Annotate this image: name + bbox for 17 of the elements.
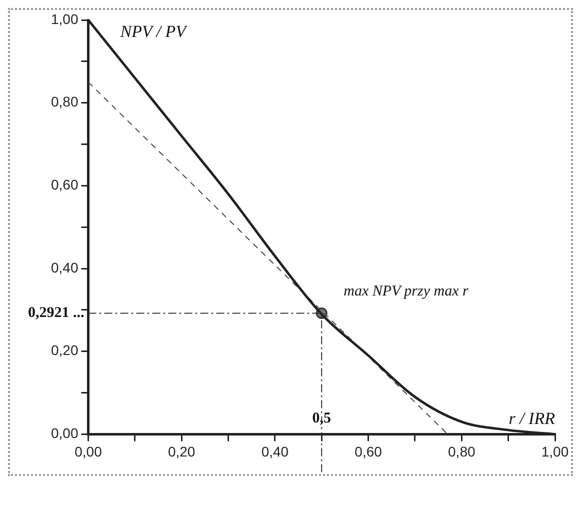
x-tick-label: 0,40	[261, 443, 289, 460]
x-tick-label: 0,60	[354, 443, 382, 460]
ref-line-label: 0,2921 ...	[28, 305, 84, 322]
y-tick-label: 0,20	[51, 342, 78, 358]
y-axis-title: NPV / PV	[119, 22, 189, 41]
y-tick-label: 0,80	[51, 94, 78, 110]
y-tick-label: 0,40	[51, 259, 78, 276]
x-tick-label: 0,20	[168, 443, 196, 460]
x-axis-title: r / IRR	[508, 409, 556, 428]
x-tick-label: 0,80	[448, 443, 476, 460]
annotation: max NPV przy max r	[344, 284, 468, 300]
y-tick-label: 1,00	[51, 10, 78, 27]
ref-line-label: 0,5	[312, 410, 331, 427]
x-tick-label: 0,00	[74, 443, 102, 460]
y-tick-label: 0,00	[51, 425, 78, 442]
y-tick-label: 0,60	[51, 176, 78, 193]
x-tick-label: 1,00	[541, 443, 569, 460]
